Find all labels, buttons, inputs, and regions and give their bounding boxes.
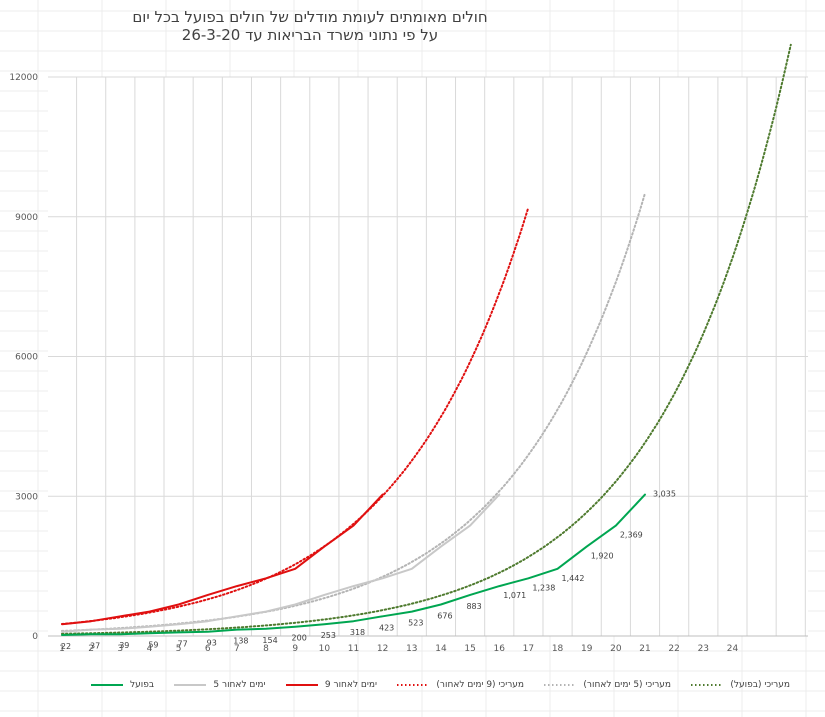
legend-swatch [174, 684, 207, 686]
x-tick-label: 4 [147, 644, 153, 654]
x-tick-label: 2 [88, 644, 94, 654]
y-tick-label: 0 [32, 632, 38, 642]
y-tick-label: 12000 [9, 73, 38, 83]
data-label: 1,071 [503, 591, 526, 600]
data-label: 1,920 [591, 552, 614, 561]
x-tick-label: 14 [435, 644, 447, 654]
legend-swatch [544, 684, 577, 686]
chart-legend: בפועל 5 ימים לאחור 9 ימים לאחור מעריכי (9 י… [90, 676, 790, 694]
legend-item: בפועל [90, 680, 154, 690]
legend-swatch [91, 684, 123, 686]
x-tick-label: 18 [552, 644, 564, 654]
x-tick-label: 24 [727, 644, 739, 654]
data-label: 200 [292, 634, 307, 643]
data-label: 138 [233, 637, 248, 646]
data-label: 1,238 [532, 583, 555, 592]
series-line-2 [61, 493, 384, 626]
trend-line-5 [61, 43, 792, 635]
data-label: 37 [90, 641, 100, 650]
y-tick-label: 3000 [15, 492, 38, 502]
data-label: 39 [119, 641, 129, 650]
data-label: 3,035 [653, 490, 676, 499]
chart-title-block: חולים מאומתים לעומת מודלים של חולים בפוע… [120, 8, 500, 44]
x-tick-label: 12 [377, 644, 388, 654]
legend-item: 5 ימים לאחור [173, 680, 266, 690]
x-tick-label: 6 [205, 644, 211, 654]
data-label: 59 [148, 640, 158, 649]
x-tick-label: 20 [610, 644, 622, 654]
legend-item: מעריכי (5 ימים לאחור) [543, 680, 671, 690]
series-line-1 [61, 493, 501, 633]
legend-label: מעריכי (5 ימים לאחור) [583, 680, 672, 690]
data-label: 423 [379, 623, 394, 632]
trend-line-3 [61, 206, 530, 625]
x-tick-label: 8 [263, 644, 269, 654]
legend-label: 5 ימים לאחור [213, 680, 266, 690]
data-label: 93 [207, 639, 217, 648]
legend-item: מעריכי (9 ימים לאחור) [396, 680, 524, 690]
x-tick-label: 13 [406, 644, 417, 654]
data-label: 883 [466, 602, 481, 611]
data-label: 523 [408, 619, 423, 628]
x-tick-label: 23 [698, 644, 709, 654]
x-tick-label: 21 [639, 644, 650, 654]
x-tick-label: 7 [234, 644, 240, 654]
x-tick-label: 10 [319, 644, 331, 654]
x-tick-label: 16 [494, 644, 506, 654]
data-label: 2,369 [620, 531, 643, 540]
legend-label: 9 ימים לאחור [324, 680, 378, 690]
x-tick-label: 1 [59, 644, 65, 654]
data-label: 22 [61, 642, 71, 651]
data-label: 676 [437, 612, 452, 621]
chart-subtitle: על פי נתוני משרד הבריאות עד 26-3-20 [181, 26, 439, 44]
series-line-0 [61, 493, 646, 636]
legend-label: מעריכי (9 ימים לאחור) [436, 680, 525, 690]
legend-swatch [397, 684, 430, 686]
data-label: 318 [350, 628, 365, 637]
x-tick-label: 17 [523, 644, 534, 654]
data-label: 77 [178, 639, 188, 648]
data-label: 1,442 [562, 574, 585, 583]
y-tick-label: 9000 [15, 213, 38, 223]
x-tick-label: 22 [668, 644, 679, 654]
x-tick-label: 3 [117, 644, 123, 654]
x-tick-label: 15 [464, 644, 475, 654]
y-tick-label: 6000 [15, 353, 38, 363]
chart-title: חולים מאומתים לעומת מודלים של חולים בפוע… [132, 8, 488, 26]
data-label: 253 [321, 631, 336, 640]
x-tick-label: 11 [348, 644, 359, 654]
x-tick-label: 9 [292, 644, 298, 654]
legend-label: בפועל [130, 680, 155, 690]
x-tick-label: 19 [581, 644, 593, 654]
x-tick-label: 5 [176, 644, 182, 654]
legend-item: מעריכי (בפועל) [690, 680, 790, 690]
legend-item: 9 ימים לאחור [285, 680, 377, 690]
legend-label: מעריכי (בפועל) [730, 680, 790, 690]
legend-swatch [285, 684, 318, 686]
data-label: 154 [262, 636, 277, 645]
legend-swatch [691, 684, 724, 686]
